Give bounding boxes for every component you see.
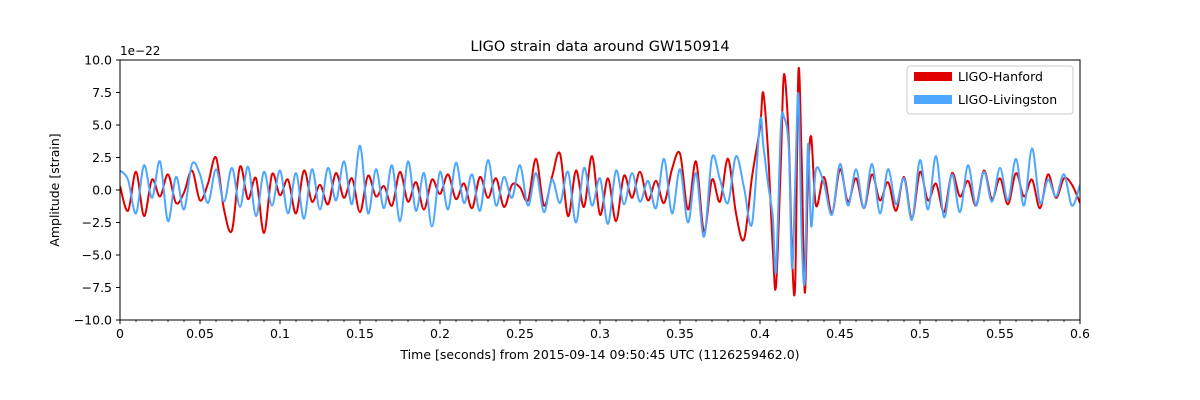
x-tick-label: 0.05: [186, 326, 214, 341]
y-tick-label: −10.0: [74, 313, 112, 328]
y-tick-label: −7.5: [82, 280, 112, 295]
x-tick-label: 0.4: [750, 326, 770, 341]
x-tick-label: 0: [116, 326, 124, 341]
y-tick-label: 7.5: [92, 85, 112, 100]
y-tick-label: 5.0: [92, 118, 112, 133]
x-tick-label: 0.55: [986, 326, 1014, 341]
x-tick-label: 0.25: [506, 326, 534, 341]
x-tick-label: 0.1: [270, 326, 290, 341]
y-tick-label: 0.0: [92, 183, 112, 198]
chart-title: LIGO strain data around GW150914: [470, 39, 729, 55]
legend-label-hanford: LIGO-Hanford: [958, 69, 1043, 84]
plot-frame: [119, 59, 1081, 321]
y-tick-label: 2.5: [92, 150, 112, 165]
plot-area: [120, 67, 1080, 297]
y-tick-label: −2.5: [82, 215, 112, 230]
y-tick-label: 10.0: [84, 53, 112, 68]
x-tick-label: 0.2: [430, 326, 450, 341]
legend-swatch-hanford: [914, 72, 952, 81]
legend-swatch-livingston: [914, 95, 952, 104]
y-axis-ticks: −10.0 −7.5 −5.0 −2.5 0.0 2.5 5.0 7.5 10.0: [74, 53, 120, 328]
x-tick-label: 0.6: [1070, 326, 1090, 341]
series-line-livingston: [120, 92, 1080, 286]
x-axis-ticks: 0 0.05 0.1 0.15 0.2 0.25 0.3 0.35 0.4 0.45 0.5 0.55…: [116, 320, 1090, 341]
x-axis-label: Time [seconds] from 2015-09-14 09:50:45 …: [399, 347, 799, 362]
x-tick-label: 0.5: [910, 326, 930, 341]
x-tick-label: 0.35: [666, 326, 694, 341]
y-tick-label: −5.0: [82, 248, 112, 263]
legend-label-livingston: LIGO-Livingston: [958, 92, 1057, 107]
y-offset-label: 1e−22: [120, 44, 160, 58]
y-axis-label: Amplitude [strain]: [47, 133, 62, 246]
x-tick-label: 0.3: [590, 326, 610, 341]
series-line-hanford: [120, 67, 1080, 297]
legend: LIGO-Hanford LIGO-Livingston: [906, 65, 1074, 115]
x-tick-label: 0.45: [826, 326, 854, 341]
x-tick-label: 0.15: [346, 326, 374, 341]
